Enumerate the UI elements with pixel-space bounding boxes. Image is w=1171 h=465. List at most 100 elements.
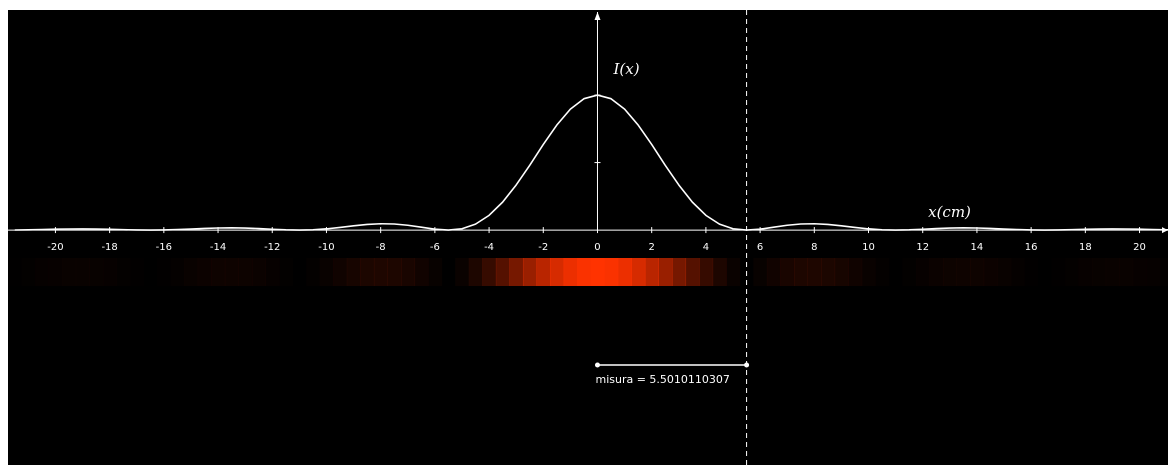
pattern-cell xyxy=(1024,258,1038,286)
pattern-cell xyxy=(1092,258,1106,286)
measure-point xyxy=(594,362,600,368)
pattern-cell xyxy=(536,258,551,286)
pattern-cell xyxy=(482,258,497,286)
pattern-cell xyxy=(685,258,700,286)
pattern-cell xyxy=(414,258,429,286)
x-tick-label: 6 xyxy=(757,242,763,253)
pattern-cell xyxy=(509,258,524,286)
pattern-cell xyxy=(306,258,320,286)
intensity-curve xyxy=(14,94,1168,231)
pattern-cell xyxy=(889,258,903,286)
pattern-cell xyxy=(238,258,253,286)
pattern-cell xyxy=(807,258,822,286)
pattern-cell xyxy=(550,258,565,286)
pattern-cell xyxy=(658,258,673,286)
pattern-cell xyxy=(780,258,795,286)
pattern-cell xyxy=(862,258,876,286)
x-tick-label: -8 xyxy=(376,242,386,253)
x-axis-label: x(cm) xyxy=(928,203,971,221)
pattern-cell xyxy=(617,258,632,286)
pattern-cell xyxy=(902,258,916,286)
pattern-cell xyxy=(1011,258,1025,286)
pattern-cell xyxy=(766,258,781,286)
pattern-cell xyxy=(1038,258,1052,286)
pattern-cell xyxy=(76,258,90,286)
pattern-cell xyxy=(49,258,63,286)
pattern-cell xyxy=(442,258,456,286)
pattern-cell xyxy=(171,258,185,286)
pattern-cell xyxy=(834,258,849,286)
pattern-cell xyxy=(1133,258,1147,286)
pattern-cell xyxy=(22,258,36,286)
pattern-cell xyxy=(577,258,592,286)
x-tick-label: 2 xyxy=(649,242,655,253)
pattern-cell xyxy=(387,258,402,286)
pattern-cell xyxy=(983,258,998,286)
pattern-cell xyxy=(672,258,687,286)
x-tick-label: -6 xyxy=(430,242,440,253)
pattern-cell xyxy=(400,258,416,286)
pattern-cell xyxy=(89,258,103,286)
x-tick-label: -2 xyxy=(538,242,548,253)
pattern-cell xyxy=(293,258,307,286)
x-tick-label: -20 xyxy=(47,242,63,253)
pattern-cell xyxy=(563,258,578,286)
pattern-cell xyxy=(699,258,714,286)
pattern-cell xyxy=(970,258,985,286)
pattern-cell xyxy=(1106,258,1120,286)
y-axis-arrow xyxy=(594,12,601,20)
x-tick-label: -10 xyxy=(318,242,334,253)
pattern-cell xyxy=(916,258,930,286)
measure-label: misura = 5.5010110307 xyxy=(595,373,729,386)
pattern-cell xyxy=(712,258,727,286)
pattern-cell xyxy=(333,258,348,286)
x-tick-label: 8 xyxy=(811,242,817,253)
pattern-cell xyxy=(428,258,442,286)
x-tick-label: 10 xyxy=(862,242,875,253)
pattern-cell xyxy=(726,258,740,286)
pattern-cell xyxy=(116,258,130,286)
pattern-cell xyxy=(346,258,361,286)
x-tick-label: -18 xyxy=(101,242,117,253)
pattern-cell xyxy=(320,258,334,286)
pattern-cell xyxy=(522,258,538,286)
pattern-cell xyxy=(793,258,809,286)
pattern-cell xyxy=(1079,258,1093,286)
pattern-cell xyxy=(455,258,469,286)
pattern-cell xyxy=(103,258,117,286)
pattern-cell xyxy=(1160,258,1171,286)
pattern-cell xyxy=(1065,258,1079,286)
pattern-cell xyxy=(644,258,659,286)
pattern-cell xyxy=(373,258,388,286)
pattern-cell xyxy=(753,258,767,286)
pattern-cell xyxy=(224,258,239,286)
x-tick-label: 18 xyxy=(1079,242,1092,253)
pattern-cell xyxy=(1146,258,1160,286)
x-tick-label: -16 xyxy=(156,242,172,253)
pattern-cell xyxy=(997,258,1011,286)
pattern-cell xyxy=(590,258,605,286)
pattern-cell xyxy=(144,258,158,286)
pattern-cell xyxy=(848,258,863,286)
x-tick-label: 12 xyxy=(916,242,929,253)
pattern-cell xyxy=(495,258,510,286)
pattern-cell xyxy=(197,258,212,286)
pattern-cell xyxy=(62,258,76,286)
pattern-cell xyxy=(631,258,646,286)
x-tick-label: -4 xyxy=(484,242,494,253)
pattern-cell xyxy=(184,258,198,286)
pattern-cell xyxy=(468,258,483,286)
pattern-cell xyxy=(8,258,22,286)
pattern-cell xyxy=(929,258,944,286)
pattern-cell xyxy=(265,258,279,286)
pattern-cell xyxy=(956,258,971,286)
x-tick-label: 16 xyxy=(1025,242,1038,253)
pattern-cell xyxy=(251,258,266,286)
x-tick-label: 4 xyxy=(703,242,709,253)
pattern-cell xyxy=(1051,258,1065,286)
pattern-cell xyxy=(1119,258,1133,286)
pattern-cell xyxy=(943,258,958,286)
pattern-cell xyxy=(211,258,226,286)
plot-background xyxy=(8,10,1168,465)
